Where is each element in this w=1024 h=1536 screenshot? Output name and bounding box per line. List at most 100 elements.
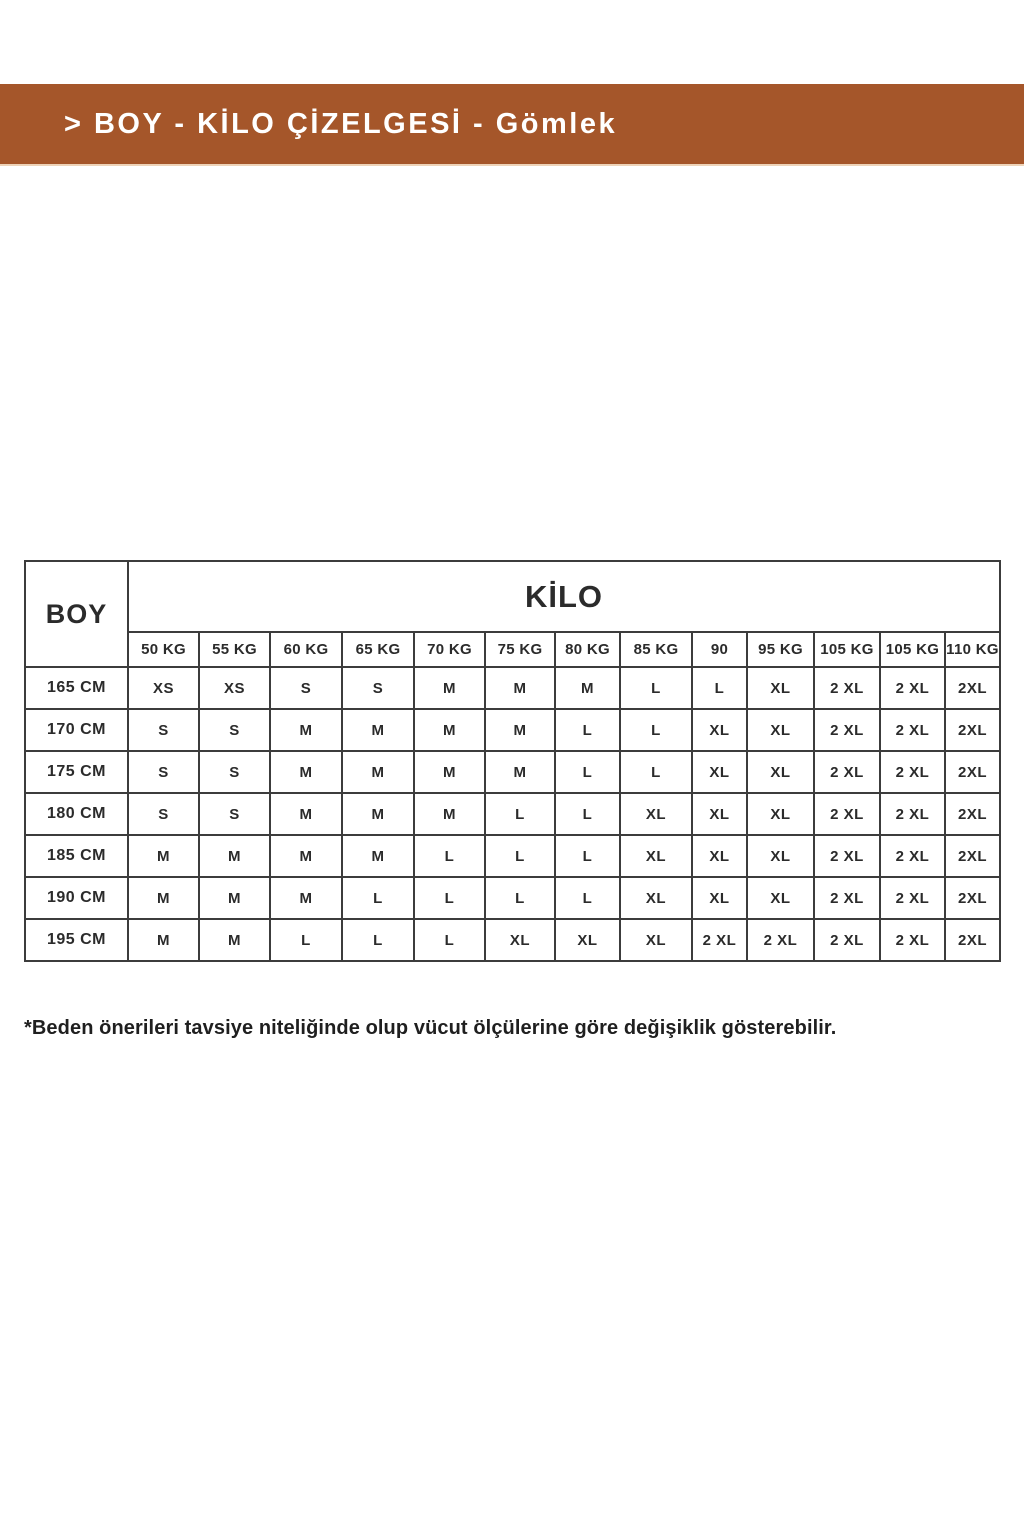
size-cell: L bbox=[619, 708, 693, 752]
size-cell: 2 XL bbox=[813, 918, 881, 962]
column-header-4-70-kg: 70 KG bbox=[413, 631, 486, 668]
size-cell: XL bbox=[691, 834, 748, 878]
size-cell: 2 XL bbox=[813, 876, 881, 920]
size-cell: L bbox=[554, 708, 621, 752]
group-header-kilo: KİLO bbox=[126, 560, 1002, 633]
table-row: 175 CM S S M M M M L L XL XL 2 XL 2 XL 2XL bbox=[24, 750, 1002, 794]
size-cell: XL bbox=[691, 792, 748, 836]
size-cell: M bbox=[198, 876, 271, 920]
size-cell: S bbox=[198, 792, 271, 836]
column-header-5-75-kg: 75 KG bbox=[484, 631, 556, 668]
size-cell: L bbox=[554, 750, 621, 794]
size-cell: M bbox=[554, 666, 621, 710]
size-cell: 2 XL bbox=[691, 918, 748, 962]
column-header-8-90: 90 bbox=[691, 631, 748, 668]
column-header-11-105-kg: 105 KG bbox=[879, 631, 946, 668]
size-cell: M bbox=[127, 918, 200, 962]
column-header-2-60-kg: 60 KG bbox=[269, 631, 343, 668]
size-cell: 2 XL bbox=[879, 666, 946, 710]
size-cell: M bbox=[269, 750, 343, 794]
size-cell: M bbox=[127, 876, 200, 920]
column-header-7-85-kg: 85 KG bbox=[619, 631, 693, 668]
size-table: BOY KİLO 50 KG 55 KG 60 KG 65 KG 70 KG 75 KG 8… bbox=[24, 560, 1002, 962]
table-row: 180 CM S S M M M L L XL XL XL 2 XL 2 XL 2XL bbox=[24, 792, 1002, 836]
size-cell: 2XL bbox=[943, 792, 1002, 836]
size-cell: 2XL bbox=[943, 918, 1002, 962]
row-header-height: 190 CM bbox=[24, 876, 129, 920]
size-cell: S bbox=[269, 666, 343, 710]
size-cell: XL bbox=[619, 876, 693, 920]
table-row: 170 CM S S M M M M L L XL XL 2 XL 2 XL 2XL bbox=[24, 708, 1002, 752]
size-cell: XL bbox=[746, 666, 815, 710]
size-cell: L bbox=[484, 792, 556, 836]
size-cell: 2 XL bbox=[813, 708, 881, 752]
size-cell: XL bbox=[746, 792, 815, 836]
row-header-height: 180 CM bbox=[24, 792, 129, 836]
size-cell: XL bbox=[484, 918, 556, 962]
size-cell: XS bbox=[198, 666, 271, 710]
size-cell: L bbox=[554, 792, 621, 836]
size-cell: M bbox=[341, 792, 415, 836]
size-cell: 2 XL bbox=[879, 876, 946, 920]
row-header-height: 170 CM bbox=[24, 708, 129, 752]
size-cell: L bbox=[413, 834, 486, 878]
size-cell: XL bbox=[619, 834, 693, 878]
row-header-height: 165 CM bbox=[24, 666, 129, 710]
corner-header-boy: BOY bbox=[24, 560, 129, 668]
size-cell: M bbox=[269, 876, 343, 920]
size-cell: M bbox=[413, 666, 486, 710]
size-cell: 2XL bbox=[943, 750, 1002, 794]
size-cell: M bbox=[484, 750, 556, 794]
size-cell: S bbox=[198, 708, 271, 752]
size-cell: XL bbox=[746, 876, 815, 920]
table-row: 190 CM M M M L L L L XL XL XL 2 XL 2 XL 2XL bbox=[24, 876, 1002, 920]
size-cell: 2 XL bbox=[813, 834, 881, 878]
size-cell: XS bbox=[127, 666, 200, 710]
size-cell: 2 XL bbox=[813, 666, 881, 710]
size-cell: M bbox=[198, 918, 271, 962]
size-cell: 2 XL bbox=[813, 750, 881, 794]
size-cell: XL bbox=[746, 834, 815, 878]
size-cell: M bbox=[127, 834, 200, 878]
title-bar: > BOY - KİLO ÇİZELGESİ - Gömlek bbox=[0, 84, 1024, 166]
column-header-6-80-kg: 80 KG bbox=[554, 631, 621, 668]
size-cell: M bbox=[484, 666, 556, 710]
row-header-height: 195 CM bbox=[24, 918, 129, 962]
group-header-row: BOY KİLO bbox=[24, 560, 1002, 668]
size-cell: 2 XL bbox=[879, 792, 946, 836]
size-cell: 2XL bbox=[943, 666, 1002, 710]
size-cell: L bbox=[269, 918, 343, 962]
size-cell: 2 XL bbox=[879, 918, 946, 962]
table-row: 165 CM XS XS S S M M M L L XL 2 XL 2 XL 2XL bbox=[24, 666, 1002, 710]
size-cell: L bbox=[413, 876, 486, 920]
size-cell: L bbox=[619, 750, 693, 794]
size-cell: 2XL bbox=[943, 834, 1002, 878]
size-cell: M bbox=[413, 708, 486, 752]
size-cell: 2 XL bbox=[879, 834, 946, 878]
size-cell: 2 XL bbox=[879, 750, 946, 794]
size-cell: L bbox=[341, 876, 415, 920]
column-header-0-50-kg: 50 KG bbox=[127, 631, 200, 668]
size-cell: L bbox=[484, 834, 556, 878]
row-header-height: 175 CM bbox=[24, 750, 129, 794]
size-cell: L bbox=[413, 918, 486, 962]
size-cell: XL bbox=[619, 918, 693, 962]
size-cell: S bbox=[127, 792, 200, 836]
size-cell: M bbox=[341, 750, 415, 794]
column-header-9-95-kg: 95 KG bbox=[746, 631, 815, 668]
size-cell: XL bbox=[619, 792, 693, 836]
size-cell: M bbox=[269, 834, 343, 878]
column-header-10-105-kg: 105 KG bbox=[813, 631, 881, 668]
size-cell: XL bbox=[691, 708, 748, 752]
size-cell: L bbox=[619, 666, 693, 710]
table-row: 185 CM M M M M L L L XL XL XL 2 XL 2 XL 2XL bbox=[24, 834, 1002, 878]
size-cell: L bbox=[554, 834, 621, 878]
size-cell: S bbox=[341, 666, 415, 710]
size-chart: BOY KİLO 50 KG 55 KG 60 KG 65 KG 70 KG 75 KG 8… bbox=[24, 560, 1002, 962]
size-cell: XL bbox=[554, 918, 621, 962]
size-cell: L bbox=[554, 876, 621, 920]
column-header-1-55-kg: 55 KG bbox=[198, 631, 271, 668]
size-cell: 2 XL bbox=[879, 708, 946, 752]
size-cell: XL bbox=[746, 708, 815, 752]
table-row: 195 CM M M L L L XL XL XL 2 XL 2 XL 2 XL 2 XL 2XL bbox=[24, 918, 1002, 962]
